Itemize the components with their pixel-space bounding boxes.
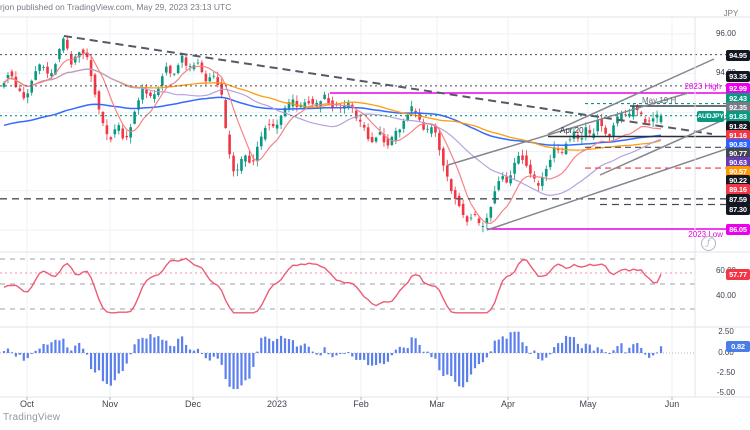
price-badge: 90.83 xyxy=(726,138,750,150)
time-axis-label[interactable]: Jun xyxy=(664,399,680,409)
hist-axis-tick: -5.00 xyxy=(716,388,736,397)
rsi-axis-tick: 40.00 xyxy=(715,291,737,300)
time-axis-label[interactable]: 2023 xyxy=(266,399,288,409)
price-badge: 90.63 xyxy=(726,156,750,168)
time-axis-label[interactable]: Nov xyxy=(101,399,118,409)
price-badge: 91.16 xyxy=(726,129,750,141)
price-badge: 90.77 xyxy=(726,147,750,159)
price-badge: 87.59 xyxy=(726,193,750,205)
price-badge: 91.82 xyxy=(726,120,750,132)
price-badge: 86.05 xyxy=(726,223,750,235)
time-axis-label[interactable]: Mar xyxy=(429,399,445,409)
currency-label: JPY xyxy=(723,9,739,18)
price-axis-tick: 96.00 xyxy=(715,29,737,38)
price-badge: 94.95 xyxy=(726,49,750,61)
drawing-label-2023-high[interactable]: 2023 High xyxy=(684,82,721,91)
drawing-label-apr-20[interactable]: Apr 20 xyxy=(560,126,584,135)
symbol-price-tag: AUDJPY xyxy=(697,110,724,122)
time-axis-label[interactable]: Feb xyxy=(353,399,369,409)
attribution-text: rjon published on TradingView.com, May 2… xyxy=(0,2,232,12)
hist-axis-tick: 0.00 xyxy=(718,348,734,357)
tradingview-watermark: TradingView xyxy=(3,412,61,423)
hist-axis-tick: 2.50 xyxy=(718,327,734,336)
drawing-label-2023-low[interactable]: 2023 Low xyxy=(688,230,723,239)
time-axis-label[interactable]: Dec xyxy=(184,399,201,409)
price-badge: 90.22 xyxy=(726,174,750,186)
hist-axis-tick: -2.50 xyxy=(716,368,736,377)
price-badge: 87.30 xyxy=(726,203,750,215)
rsi-value-badge: 57.77 xyxy=(726,268,750,280)
price-badge: 91.83 xyxy=(726,110,750,122)
time-axis-label[interactable]: May xyxy=(579,399,597,409)
time-axis-label[interactable]: Oct xyxy=(19,399,34,409)
time-axis-label[interactable]: Apr xyxy=(500,399,515,409)
price-badge: 93.35 xyxy=(726,70,750,82)
drawing-label-may-19-h[interactable]: May 19 H xyxy=(642,96,677,105)
price-badge: 92.35 xyxy=(726,101,750,113)
price-badge: 90.57 xyxy=(726,165,750,177)
hist-value-badge: 0.82 xyxy=(726,340,750,352)
fx-circle-icon[interactable]: ƒ xyxy=(701,236,716,251)
price-badge: 92.99 xyxy=(726,82,750,94)
price-badge: 89.16 xyxy=(726,184,750,195)
price-badge: 92.43 xyxy=(726,93,750,104)
